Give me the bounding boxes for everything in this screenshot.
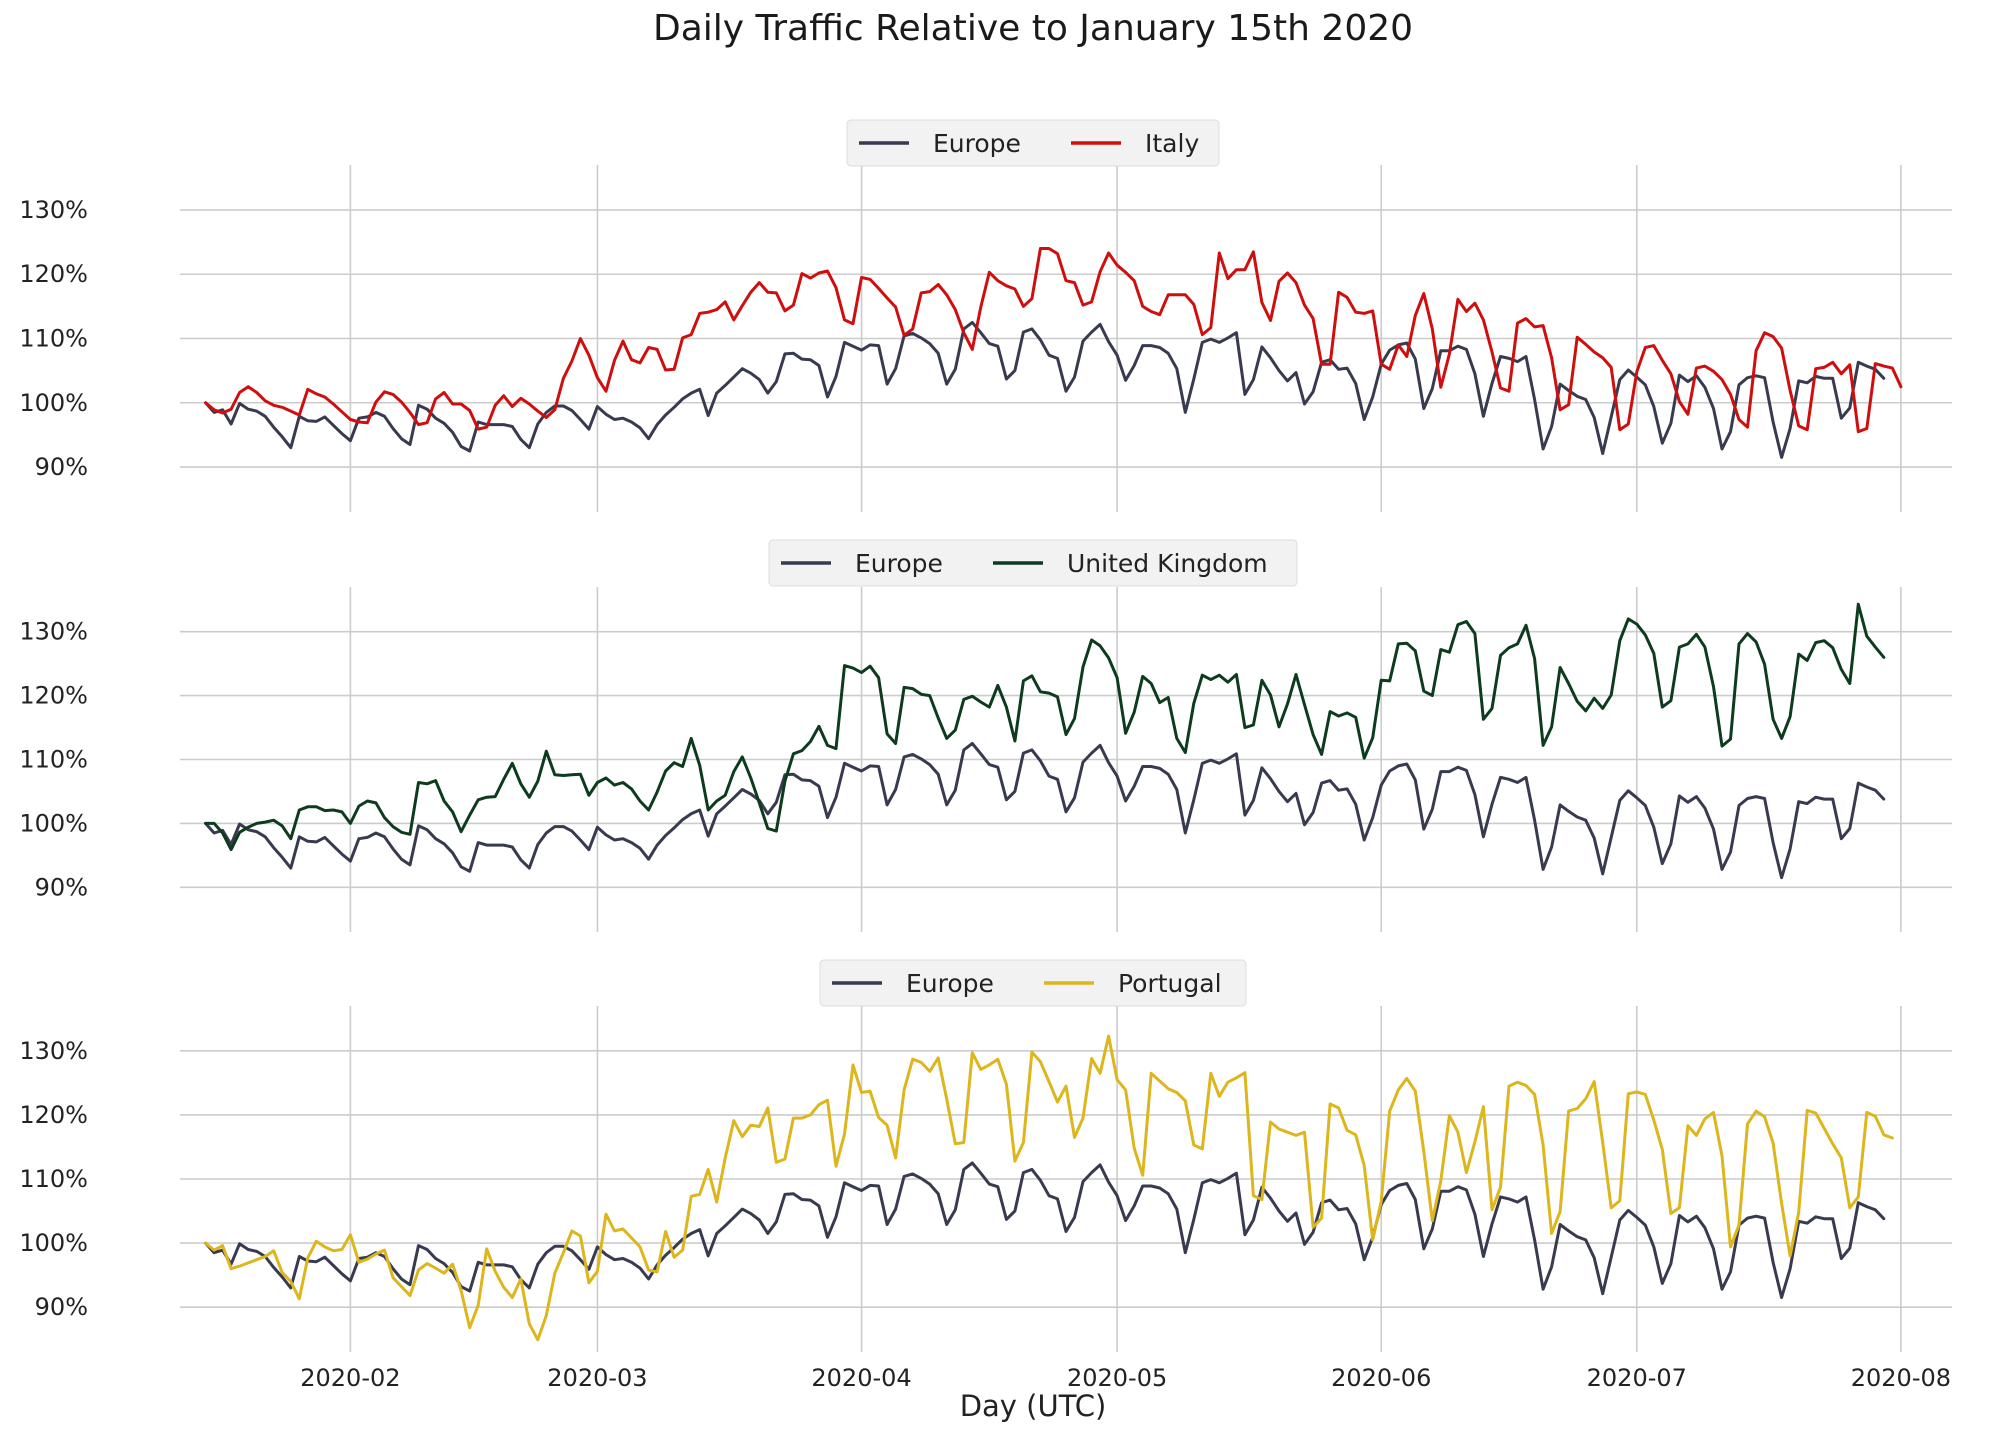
- y-tick-label: 120%: [19, 260, 88, 288]
- y-tick-label: 110%: [19, 325, 88, 353]
- x-axis-label: Day (UTC): [960, 1389, 1107, 1423]
- y-tick-label: 100%: [19, 809, 88, 837]
- x-tick-label: 2020-08: [1851, 1364, 1951, 1392]
- y-tick-label: 130%: [19, 196, 88, 224]
- y-tick-label: 110%: [19, 746, 88, 774]
- legend-label: Portugal: [1118, 969, 1222, 998]
- legend-box: [819, 959, 1247, 1007]
- legend-label: United Kingdom: [1067, 549, 1268, 578]
- legend: Europe Italy: [846, 119, 1220, 167]
- series-line-europe: [204, 742, 1886, 880]
- series-line-portugal: [204, 1034, 1894, 1342]
- y-tick-label: 100%: [19, 389, 88, 417]
- legend: Europe United Kingdom: [768, 539, 1298, 587]
- x-tick-label: 2020-07: [1587, 1364, 1687, 1392]
- series-line-united-kingdom: [204, 602, 1886, 852]
- legend-label: Europe: [906, 969, 994, 998]
- y-tick-label: 110%: [19, 1165, 88, 1193]
- panel-united-kingdom: 90% 100% 110% 120% 130% Europe United Kingdom: [19, 539, 1952, 932]
- legend-box: [846, 119, 1220, 167]
- panel-portugal: 2020-02 2020-03 2020-04 2020-05 2020-06 2020-…: [19, 959, 1952, 1392]
- y-tick-label: 90%: [35, 1293, 88, 1321]
- x-tick-label: 2020-06: [1331, 1364, 1431, 1392]
- x-tick-label: 2020-05: [1067, 1364, 1167, 1392]
- y-tick-label: 120%: [19, 1101, 88, 1129]
- panel-italy: 90% 100% 110% 120% 130% Europe Italy: [19, 119, 1952, 512]
- chart-title: Daily Traffic Relative to January 15th 2…: [653, 8, 1413, 49]
- y-tick-label: 130%: [19, 618, 88, 646]
- x-tick-label: 2020-04: [811, 1364, 911, 1392]
- x-tick-label: 2020-02: [300, 1364, 400, 1392]
- y-tick-label: 90%: [35, 873, 88, 901]
- series-line-europe: [204, 320, 1886, 459]
- legend-label: Europe: [855, 549, 943, 578]
- y-tick-label: 100%: [19, 1229, 88, 1257]
- legend-label: Europe: [933, 129, 1021, 158]
- legend: Europe Portugal: [819, 959, 1247, 1007]
- y-tick-label: 120%: [19, 682, 88, 710]
- series-line-italy: [204, 247, 1903, 434]
- panels: 90% 100% 110% 120% 130% Europe Italy 90% 100% 110…: [19, 119, 1952, 1392]
- y-tick-label: 90%: [35, 453, 88, 481]
- x-tick-label: 2020-03: [547, 1364, 647, 1392]
- y-tick-label: 130%: [19, 1037, 88, 1065]
- legend-label: Italy: [1145, 129, 1199, 158]
